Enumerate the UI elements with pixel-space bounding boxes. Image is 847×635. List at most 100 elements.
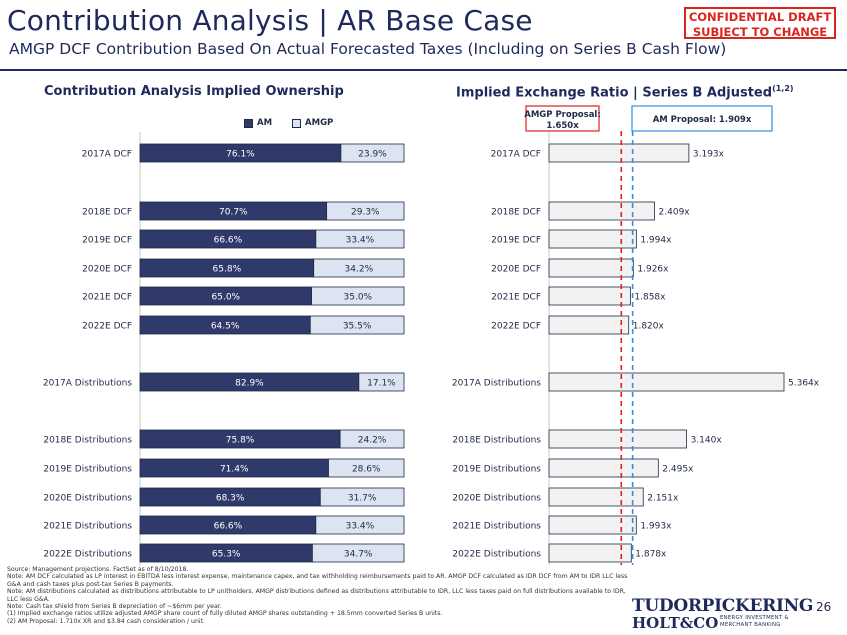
bar-amgp-label: 33.4% xyxy=(346,522,375,532)
logo-tagline-1: ENERGY INVESTMENT & xyxy=(720,615,789,621)
bar-am-label: 68.3% xyxy=(216,494,245,504)
bar-amgp-label: 28.6% xyxy=(352,465,381,475)
bar-am-label: 71.4% xyxy=(220,465,249,475)
footnote-line: (2) AM Proposal: 1.710x XR and $3.84 cas… xyxy=(7,617,205,625)
bar-amgp-label: 34.2% xyxy=(345,265,374,275)
ratio-bar-label: 3.193x xyxy=(693,150,725,160)
right-chart-title: Implied Exchange Ratio | Series B Adjust… xyxy=(456,84,794,100)
right-category-label: 2019E DCF xyxy=(491,236,541,246)
left-category-label: 2019E Distributions xyxy=(43,465,132,475)
footnote-line: LLC less G&A. xyxy=(7,595,50,603)
bar-am-label: 66.6% xyxy=(214,236,243,246)
ratio-bar-label: 1.858x xyxy=(634,293,666,303)
legend-swatch-am xyxy=(244,118,253,128)
legend: AM AMGP xyxy=(244,118,333,128)
bar-am-label: 65.8% xyxy=(213,265,242,275)
bar-amgp xyxy=(358,372,405,392)
footnote-line: Note: AM DCF calculated as LP interest i… xyxy=(7,573,628,581)
ratio-bar-label: 5.364x xyxy=(788,379,820,389)
ratio-bar-label: 1.878x xyxy=(635,550,667,560)
amgp-proposal-box xyxy=(525,105,600,132)
right-category-label: 2022E DCF xyxy=(491,322,541,332)
left-category-label: 2022E DCF xyxy=(82,322,132,332)
left-category-label: 2019E DCF xyxy=(82,236,132,246)
ratio-bar xyxy=(548,458,659,478)
right-category-label: 2021E DCF xyxy=(491,293,541,303)
bar-am-label: 65.0% xyxy=(212,293,241,303)
right-chart-title-text: Implied Exchange Ratio | Series B Adjust… xyxy=(456,85,773,101)
bar-am-label: 66.6% xyxy=(214,522,243,532)
left-category-label: 2020E DCF xyxy=(82,265,132,275)
bar-amgp-label: 29.3% xyxy=(351,208,380,218)
footnote-line: G&A and cash taxes plus post-tax Series … xyxy=(7,580,174,588)
footnote-line: Note: AM distributions calculated as dis… xyxy=(7,588,626,596)
left-chart-title: Contribution Analysis Implied Ownership xyxy=(44,84,344,99)
amgp-proposal-value: 1.650x xyxy=(546,121,579,131)
bar-amgp-label: 23.9% xyxy=(358,150,387,160)
page-number: 26 xyxy=(816,600,832,614)
bar-amgp xyxy=(313,258,405,278)
bar-amgp-label: 35.0% xyxy=(344,293,373,303)
ratio-bar xyxy=(548,515,637,535)
bar-amgp-label: 31.7% xyxy=(348,494,377,504)
legend-label-am: AM xyxy=(257,118,273,128)
ratio-bar xyxy=(548,143,690,163)
confidential-line-1: CONFIDENTIAL DRAFT xyxy=(688,10,832,24)
ratio-bar-label: 2.409x xyxy=(659,208,691,218)
footnote-line: Note: Cash tax shield from Series B depr… xyxy=(7,603,222,611)
left-category-label: 2017A DCF xyxy=(82,150,132,160)
confidential-line-2: SUBJECT TO CHANGE xyxy=(692,25,828,39)
footnotes: Source: Management projections. FactSet … xyxy=(7,566,628,625)
logo-line-1: TUDORPICKERING xyxy=(632,596,814,616)
page-title: Contribution Analysis | AR Base Case xyxy=(7,4,533,37)
legend-label-amgp: AMGP xyxy=(305,118,334,128)
bar-amgp xyxy=(311,543,405,563)
right-category-label: 2020E DCF xyxy=(491,265,541,275)
bar-amgp-label: 33.4% xyxy=(346,236,375,246)
bar-am-label: 65.3% xyxy=(212,550,241,560)
right-category-label: 2022E Distributions xyxy=(452,550,541,560)
bar-am-label: 75.8% xyxy=(226,436,255,446)
bar-amgp xyxy=(315,229,405,249)
bar-am-label: 64.5% xyxy=(211,322,240,332)
bar-am-label: 70.7% xyxy=(219,208,248,218)
bar-amgp xyxy=(309,315,405,335)
bar-amgp-label: 34.7% xyxy=(344,550,373,560)
left-category-label: 2020E Distributions xyxy=(43,494,132,504)
ratio-bar-label: 2.151x xyxy=(647,494,679,504)
ratio-bar xyxy=(548,487,644,507)
ratio-bar-label: 2.495x xyxy=(662,465,694,475)
footnote-line: (1) Implied exchange ratios utilize adju… xyxy=(7,610,443,618)
left-category-label: 2017A Distributions xyxy=(43,379,132,389)
header-rule xyxy=(0,69,847,71)
left-category-label: 2018E DCF xyxy=(82,208,132,218)
ratio-bar xyxy=(548,286,631,306)
confidential-badge: CONFIDENTIAL DRAFT SUBJECT TO CHANGE xyxy=(684,7,836,39)
right-category-label: 2020E Distributions xyxy=(452,494,541,504)
right-category-label: 2019E Distributions xyxy=(452,465,541,475)
left-category-label: 2021E Distributions xyxy=(43,522,132,532)
ratio-bar xyxy=(548,429,687,449)
bar-amgp-label: 35.5% xyxy=(343,322,372,332)
left-category-label: 2021E DCF xyxy=(82,293,132,303)
ratio-bar xyxy=(548,543,632,563)
bar-amgp xyxy=(328,458,405,478)
bar-amgp xyxy=(319,487,405,507)
bar-amgp xyxy=(339,429,405,449)
legend-swatch-amgp xyxy=(292,118,302,128)
right-category-label: 2018E Distributions xyxy=(452,436,541,446)
ratio-bar xyxy=(548,315,630,335)
left-category-label: 2018E Distributions xyxy=(43,436,132,446)
ratio-bar xyxy=(548,201,655,221)
am-proposal-box xyxy=(631,105,773,132)
bar-amgp xyxy=(315,515,405,535)
ratio-bar-label: 1.994x xyxy=(640,236,672,246)
ratio-bar-label: 1.820x xyxy=(633,322,665,332)
right-category-label: 2018E DCF xyxy=(491,208,541,218)
ratio-bar-label: 1.993x xyxy=(640,522,672,532)
bar-amgp xyxy=(340,143,405,163)
ratio-bar-label: 1.926x xyxy=(637,265,669,275)
am-proposal-label: AM Proposal: 1.909x xyxy=(653,115,752,125)
right-chart-title-sup: (1,2) xyxy=(772,84,794,93)
